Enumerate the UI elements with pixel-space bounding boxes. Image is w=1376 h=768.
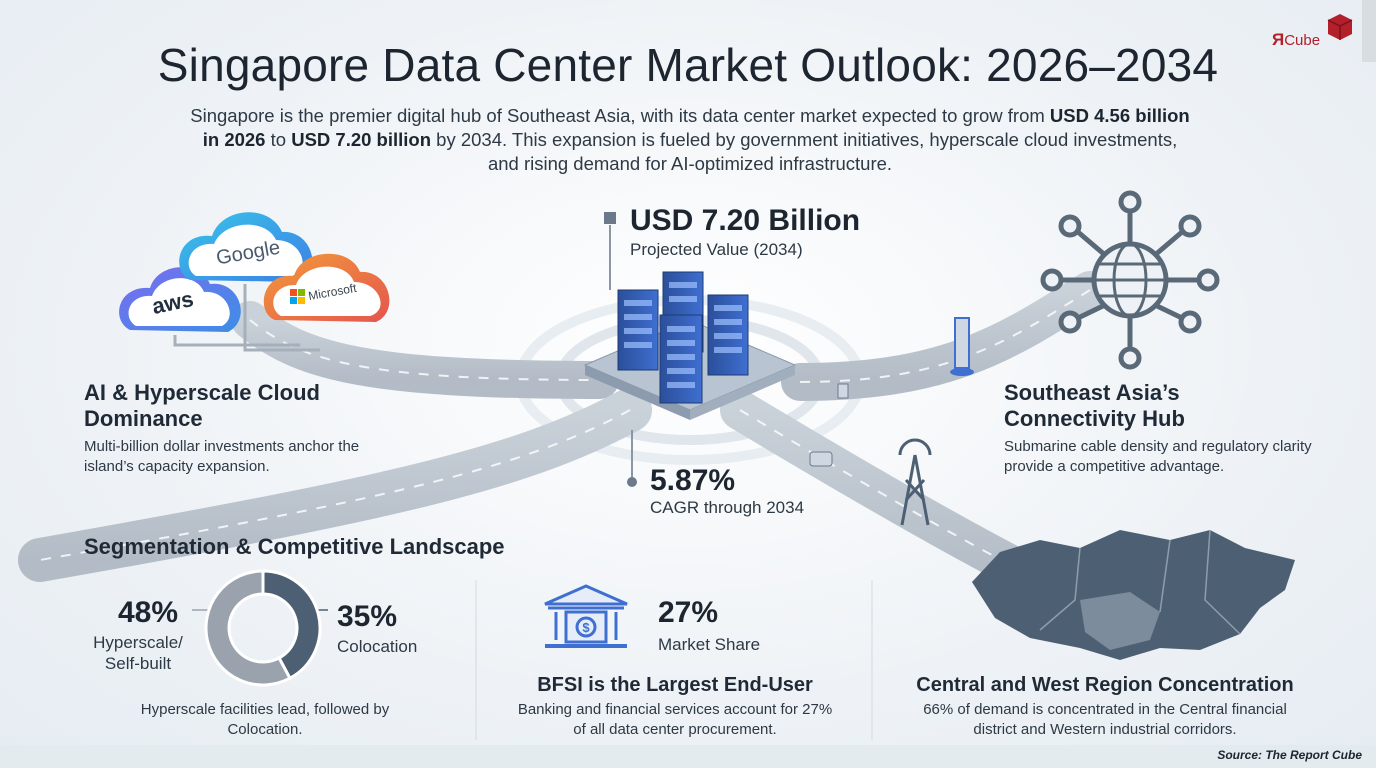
region-title: Central and West Region Concentration: [916, 674, 1294, 696]
bfsi-pct: 27%: [658, 596, 719, 629]
region-text: 66% of demand is concentrated in the Cen…: [923, 701, 1287, 738]
scrollbar[interactable]: [1362, 0, 1376, 62]
colocation-pct: 35%: [337, 600, 398, 633]
colocation-label: Colocation: [337, 637, 418, 656]
donut-slice-hyperscale: [204, 569, 292, 687]
segmentation-title: Segmentation & Competitive Landscape: [84, 534, 505, 559]
ai-cloud-title: AI & Hyperscale Cloud Dominance: [84, 380, 320, 431]
segmentation-note: Hyperscale facilities lead, followed by …: [140, 701, 390, 738]
projected-value: USD 7.20 Billion: [630, 204, 861, 237]
page-subtitle: Singapore is the premier digital hub of …: [190, 105, 1190, 174]
bfsi-pct-label: Market Share: [658, 635, 761, 654]
source-note: Source: The Report Cube: [1217, 748, 1362, 762]
cagr-value: 5.87%: [650, 464, 736, 497]
cloud-google: [179, 212, 313, 282]
server-cluster: [583, 271, 797, 420]
cloud-connectors: [173, 284, 320, 352]
projected-value-caption: Projected Value (2034): [630, 240, 803, 259]
segmentation-donut: [204, 569, 322, 687]
singapore-map: [972, 529, 1295, 660]
cagr-caption: CAGR through 2034: [650, 498, 805, 517]
road-vehicle: [809, 451, 833, 467]
globe-network: [1040, 190, 1220, 370]
cloud-microsoft: [263, 253, 390, 322]
connectivity-text: Submarine cable density and regulatory c…: [1004, 438, 1312, 475]
svg-text:$: $: [582, 620, 590, 635]
connectivity-title: Southeast Asia’s Connectivity Hub: [1004, 380, 1185, 431]
bfsi-title: BFSI is the Largest End-User: [537, 674, 813, 696]
hyperscale-label: Hyperscale/ Self-built: [93, 633, 183, 673]
tower: [898, 438, 932, 526]
bfsi-text: Banking and financial services account f…: [517, 701, 833, 738]
donut-slice-colocation: [261, 569, 322, 681]
bottom-strip: [0, 745, 1376, 768]
cloud-aws: [119, 267, 241, 332]
logo-text: ЯCube: [1272, 30, 1321, 49]
value-pin: [604, 212, 616, 290]
road-sensor: [837, 383, 849, 399]
page-title: Singapore Data Center Market Outlook: 20…: [157, 39, 1219, 91]
report-cube-logo: [1327, 14, 1353, 40]
ai-cloud-text: Multi-billion dollar investments anchor …: [84, 438, 360, 475]
kiosk-device: [950, 317, 974, 376]
cagr-pin: [627, 430, 637, 487]
bank-icon: [544, 584, 628, 648]
hyperscale-pct: 48%: [118, 596, 179, 629]
